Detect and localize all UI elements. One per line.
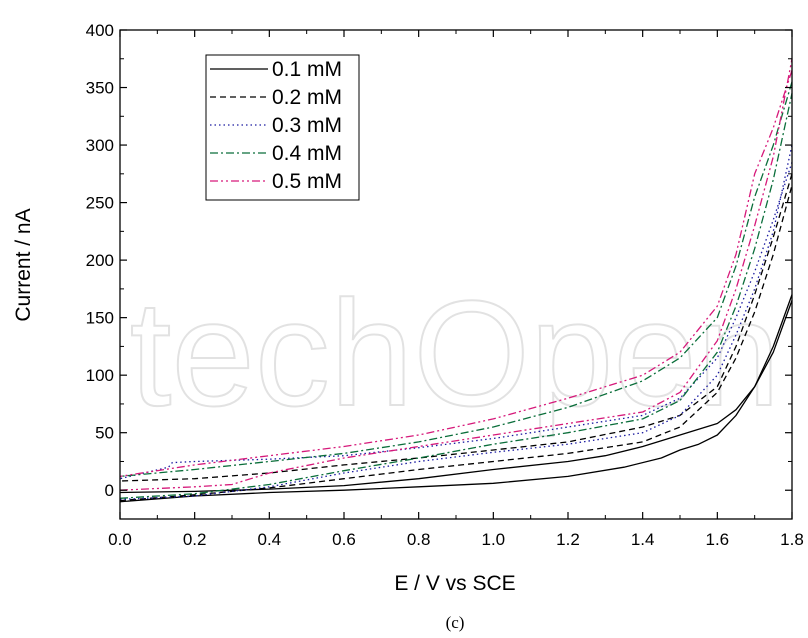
series-line-0-1-mM-forward [119, 294, 793, 503]
series-line-0-2-mM-forward [119, 185, 793, 502]
series-line-0-2-mM-reverse [119, 173, 793, 482]
series-line-0-4-mM-reverse [119, 81, 793, 478]
series-layer [119, 58, 793, 503]
x-tick-label: 0.0 [108, 530, 132, 549]
watermark-text: techOpen [130, 269, 780, 437]
x-tick-label: 0.6 [332, 530, 356, 549]
y-tick-label: 400 [86, 21, 114, 40]
series-line-0-5-mM-reverse [119, 70, 793, 478]
y-tick-label: 50 [95, 424, 114, 443]
x-tick-label: 0.8 [407, 530, 431, 549]
x-tick-label: 0.4 [258, 530, 282, 549]
x-tick-label: 0.2 [183, 530, 207, 549]
series-line-0-4-mM-forward [119, 93, 793, 499]
series-line-0-1-mM-reverse [119, 300, 793, 494]
legend-box [205, 54, 360, 201]
legend: 0.1 mM 0.2 mM 0.3 mM 0.4 mM 0.5 mM [205, 54, 360, 201]
series-line-0-3-mM-reverse [119, 162, 793, 480]
legend-label: 0.2 mM [272, 86, 342, 109]
y-axis: 0 50 100 150 200 250 300 350 400 [86, 21, 792, 520]
x-tick-label: 1.4 [631, 530, 655, 549]
x-axis-title: E / V vs SCE [394, 572, 515, 595]
y-tick-label: 0 [105, 481, 114, 500]
y-tick-label: 200 [86, 251, 114, 270]
x-tick-label: 1.2 [556, 530, 580, 549]
x-axis: 0.0 0.2 0.4 0.6 0.8 1.0 1.2 1.4 1.6 1.8 [108, 30, 804, 549]
y-tick-label: 100 [86, 366, 114, 385]
y-tick-label: 300 [86, 136, 114, 155]
y-tick-label: 150 [86, 309, 114, 328]
x-tick-label: 1.6 [706, 530, 730, 549]
x-tick-label: 1.8 [780, 530, 804, 549]
figure-caption: (c) [446, 613, 465, 632]
y-tick-label: 350 [86, 79, 114, 98]
series-line-0-3-mM-forward [119, 144, 793, 501]
legend-label: 0.4 mM [272, 142, 342, 165]
y-tick-label: 250 [86, 194, 114, 213]
x-tick-label: 1.0 [482, 530, 506, 549]
legend-label: 0.1 mM [272, 58, 342, 81]
y-axis-title: Current / nA [12, 208, 35, 321]
legend-label: 0.3 mM [272, 114, 342, 137]
legend-label: 0.5 mM [272, 170, 342, 193]
